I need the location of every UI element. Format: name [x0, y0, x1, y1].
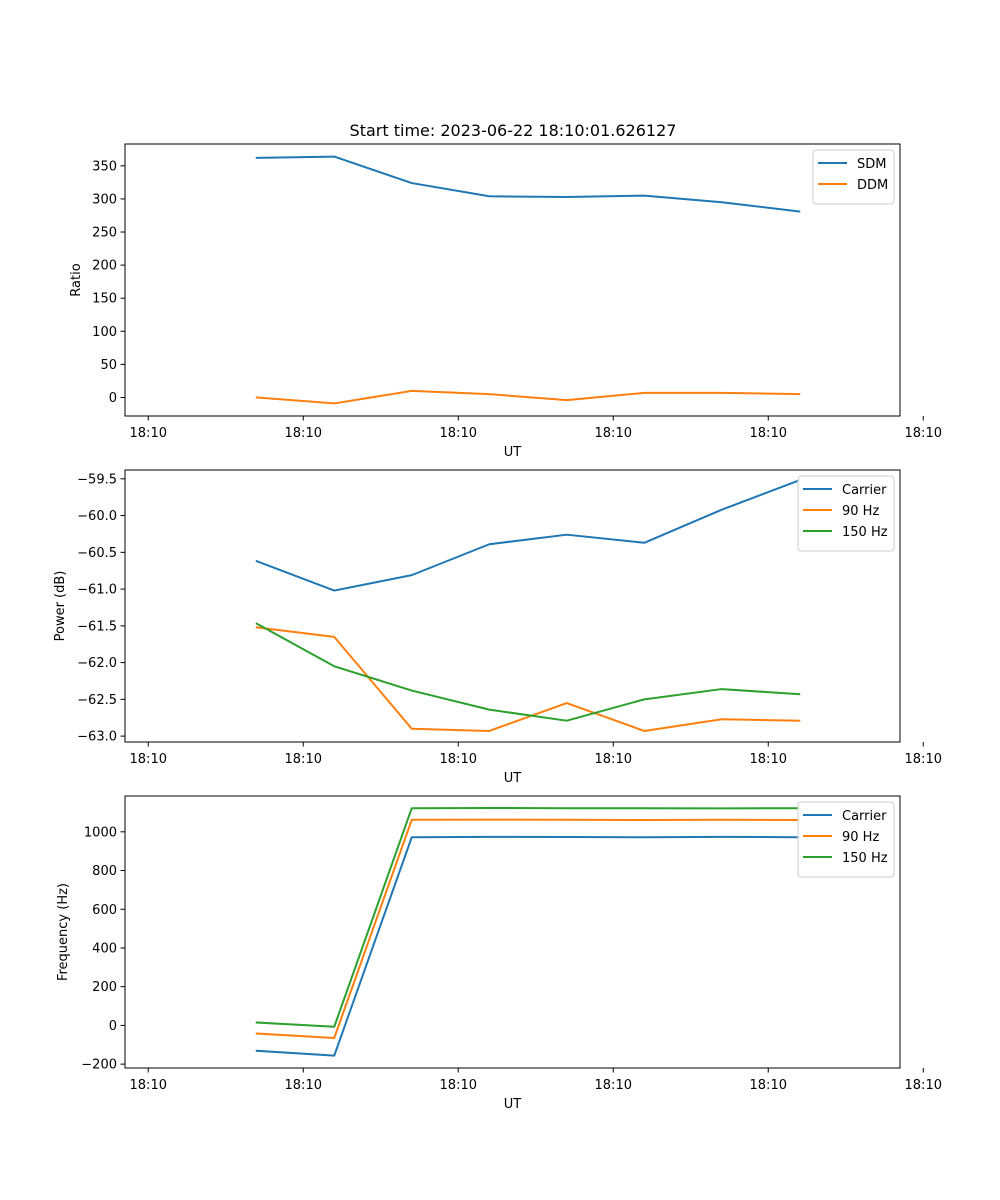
ratio-x-tick-label-2: 18:10 [440, 426, 477, 441]
frequency-x-tick-label-3: 18:10 [595, 1078, 632, 1093]
ratio-series-line-1 [255, 389, 801, 405]
power-x-tick-label-5: 18:10 [905, 752, 942, 767]
ratio-x-tick-label-0: 18:10 [130, 426, 167, 441]
power-legend-box [797, 475, 895, 552]
ratio-y-tick-label-5: 250 [92, 226, 117, 241]
ratio-y-tick-label-2: 100 [92, 325, 117, 340]
power-y-tick-label-6: −60.0 [77, 509, 117, 524]
frequency-y-tick-label-4: 600 [92, 903, 117, 918]
frequency-legend-box [797, 801, 895, 878]
frequency-y-tick-label-0: −200 [81, 1058, 117, 1073]
frequency-x-axis-label: UT [504, 1097, 522, 1112]
power-y-tick-label-4: −61.0 [77, 583, 117, 598]
ratio-y-tick-label-6: 300 [92, 192, 117, 207]
ratio-y-tick-label-0: 0 [109, 391, 117, 406]
chart-title: Start time: 2023-06-22 18:10:01.626127 [350, 121, 677, 140]
ratio-series-line-0 [255, 155, 801, 213]
ratio-y-tick-label-3: 150 [92, 292, 117, 307]
power-series-line-0 [255, 479, 801, 592]
frequency-x-tick-label-2: 18:10 [440, 1078, 477, 1093]
power-y-tick-label-0: −63.0 [77, 730, 117, 745]
power-x-axis-label: UT [504, 771, 522, 786]
ratio-y-axis-label: Ratio [69, 263, 84, 296]
frequency-panel: 18:1018:1018:1018:1018:1018:1018:11−2000… [56, 795, 942, 1112]
ratio-x-tick-label-4: 18:10 [750, 426, 787, 441]
ratio-x-tick-label-1: 18:10 [285, 426, 322, 441]
frequency-y-tick-label-2: 200 [92, 980, 117, 995]
power-x-tick-label-3: 18:10 [595, 752, 632, 767]
power-x-tick-label-1: 18:10 [285, 752, 322, 767]
power-series-line-1 [255, 626, 801, 732]
frequency-legend-label-1: 90 Hz [842, 830, 879, 845]
power-y-tick-label-2: −62.0 [77, 656, 117, 671]
ratio-axes-frame [124, 143, 901, 417]
power-y-axis-label: Power (dB) [53, 571, 68, 642]
power-y-tick-label-1: −62.5 [77, 693, 117, 708]
frequency-series-line-0 [255, 835, 801, 1057]
power-legend-label-2: 150 Hz [842, 525, 888, 540]
frequency-x-tick-label-1: 18:10 [285, 1078, 322, 1093]
frequency-legend-label-2: 150 Hz [842, 851, 888, 866]
frequency-legend-label-0: Carrier [842, 809, 887, 824]
ratio-legend-label-0: SDM [857, 157, 886, 172]
ratio-legend-label-1: DDM [857, 178, 888, 193]
frequency-axes-frame [124, 795, 901, 1069]
power-x-tick-label-2: 18:10 [440, 752, 477, 767]
frequency-y-tick-label-1: 0 [109, 1019, 117, 1034]
frequency-y-tick-label-5: 800 [92, 864, 117, 879]
power-y-tick-label-5: −60.5 [77, 546, 117, 561]
power-axes-frame [124, 469, 901, 743]
power-legend-label-0: Carrier [842, 483, 887, 498]
power-panel: 18:1018:1018:1018:1018:1018:1018:11−63.0… [53, 469, 942, 786]
ratio-x-tick-label-3: 18:10 [595, 426, 632, 441]
ratio-x-tick-label-5: 18:10 [905, 426, 942, 441]
ratio-x-axis-label: UT [504, 445, 522, 460]
frequency-y-axis-label: Frequency (Hz) [56, 883, 71, 981]
power-y-tick-label-7: −59.5 [77, 472, 117, 487]
power-x-tick-label-0: 18:10 [130, 752, 167, 767]
power-x-tick-label-4: 18:10 [750, 752, 787, 767]
frequency-x-tick-label-0: 18:10 [130, 1078, 167, 1093]
frequency-x-tick-label-4: 18:10 [750, 1078, 787, 1093]
frequency-y-tick-label-6: 1000 [84, 825, 117, 840]
frequency-series-line-1 [255, 818, 801, 1039]
ratio-y-tick-label-4: 200 [92, 259, 117, 274]
ratio-panel: 18:1018:1018:1018:1018:1018:1018:1105010… [69, 143, 942, 460]
ratio-y-tick-label-7: 350 [92, 159, 117, 174]
power-y-tick-label-3: −61.5 [77, 619, 117, 634]
frequency-x-tick-label-5: 18:10 [905, 1078, 942, 1093]
ratio-y-tick-label-1: 50 [100, 358, 117, 373]
frequency-y-tick-label-3: 400 [92, 941, 117, 956]
power-legend-label-1: 90 Hz [842, 504, 879, 519]
frequency-series-line-2 [255, 807, 801, 1028]
power-series-line-2 [255, 622, 801, 722]
